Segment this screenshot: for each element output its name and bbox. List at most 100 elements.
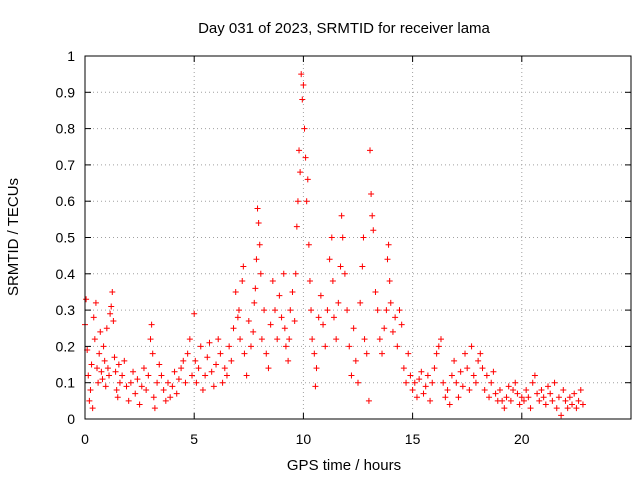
data-point	[182, 379, 189, 386]
data-point	[308, 307, 315, 314]
data-point	[96, 350, 103, 357]
data-point	[162, 397, 169, 404]
data-point	[158, 372, 165, 379]
data-point	[549, 397, 556, 404]
data-point	[215, 336, 222, 343]
data-point	[221, 365, 228, 372]
chart-title: Day 031 of 2023, SRMTID for receiver lam…	[198, 20, 490, 37]
data-point	[267, 321, 274, 328]
data-point	[116, 379, 123, 386]
data-point	[433, 350, 440, 357]
data-point	[127, 379, 134, 386]
data-point	[306, 278, 313, 285]
data-point	[302, 154, 309, 161]
data-point	[272, 307, 279, 314]
grid	[85, 56, 631, 419]
data-point	[90, 314, 97, 321]
data-point	[420, 390, 427, 397]
data-point	[507, 397, 514, 404]
data-point	[488, 379, 495, 386]
data-point	[121, 357, 128, 364]
data-point	[293, 223, 300, 230]
data-point	[98, 368, 105, 375]
data-point	[119, 372, 126, 379]
data-point	[381, 325, 388, 332]
x-axis-title: GPS time / hours	[287, 457, 401, 474]
data-point	[457, 368, 464, 375]
data-point	[462, 350, 469, 357]
data-point	[254, 205, 261, 212]
data-point	[265, 365, 272, 372]
data-point	[486, 394, 493, 401]
x-tick-label: 10	[296, 431, 312, 447]
data-point	[86, 397, 93, 404]
data-point	[309, 336, 316, 343]
data-point	[372, 288, 379, 295]
data-point	[178, 365, 185, 372]
data-point	[330, 314, 337, 321]
data-point	[115, 361, 122, 368]
data-point	[147, 336, 154, 343]
data-point	[440, 379, 447, 386]
data-point	[228, 357, 235, 364]
data-point	[278, 314, 285, 321]
data-point	[579, 401, 586, 408]
data-point	[195, 365, 202, 372]
data-point	[357, 299, 364, 306]
data-point	[311, 350, 318, 357]
data-point	[100, 343, 107, 350]
data-point	[394, 343, 401, 350]
data-point	[510, 386, 517, 393]
data-point	[383, 307, 390, 314]
data-point	[255, 219, 262, 226]
data-point	[261, 307, 268, 314]
data-point	[555, 394, 562, 401]
data-point	[95, 379, 102, 386]
data-point	[545, 383, 552, 390]
data-point	[145, 372, 152, 379]
data-point	[83, 296, 90, 303]
data-point	[437, 336, 444, 343]
data-point	[483, 372, 490, 379]
data-point	[160, 386, 167, 393]
data-point	[553, 405, 560, 412]
data-point	[223, 372, 230, 379]
data-point	[542, 401, 549, 408]
data-point	[389, 328, 396, 335]
data-point	[527, 405, 534, 412]
data-point	[85, 372, 92, 379]
data-point	[320, 321, 327, 328]
data-point	[108, 303, 115, 310]
data-point	[558, 412, 565, 419]
data-point	[400, 365, 407, 372]
data-point	[102, 383, 109, 390]
data-point	[341, 270, 348, 277]
data-point	[324, 307, 331, 314]
data-point	[109, 288, 116, 295]
data-point	[106, 372, 113, 379]
ticks	[84, 55, 631, 420]
data-point	[407, 372, 414, 379]
data-point	[512, 379, 519, 386]
data-point	[472, 379, 479, 386]
data-point	[99, 376, 106, 383]
y-tick-label: 1	[67, 48, 75, 64]
data-point	[180, 357, 187, 364]
data-point	[409, 386, 416, 393]
data-point	[258, 336, 265, 343]
data-point	[384, 256, 391, 263]
data-point	[208, 368, 215, 375]
data-point	[148, 321, 155, 328]
data-point	[577, 386, 584, 393]
data-point	[520, 397, 527, 404]
data-point	[392, 314, 399, 321]
data-point	[197, 343, 204, 350]
data-point	[477, 350, 484, 357]
data-point	[107, 310, 114, 317]
data-point	[305, 241, 312, 248]
data-point	[446, 401, 453, 408]
data-point	[312, 383, 319, 390]
data-point	[113, 386, 120, 393]
data-point	[140, 365, 147, 372]
data-point	[540, 394, 547, 401]
